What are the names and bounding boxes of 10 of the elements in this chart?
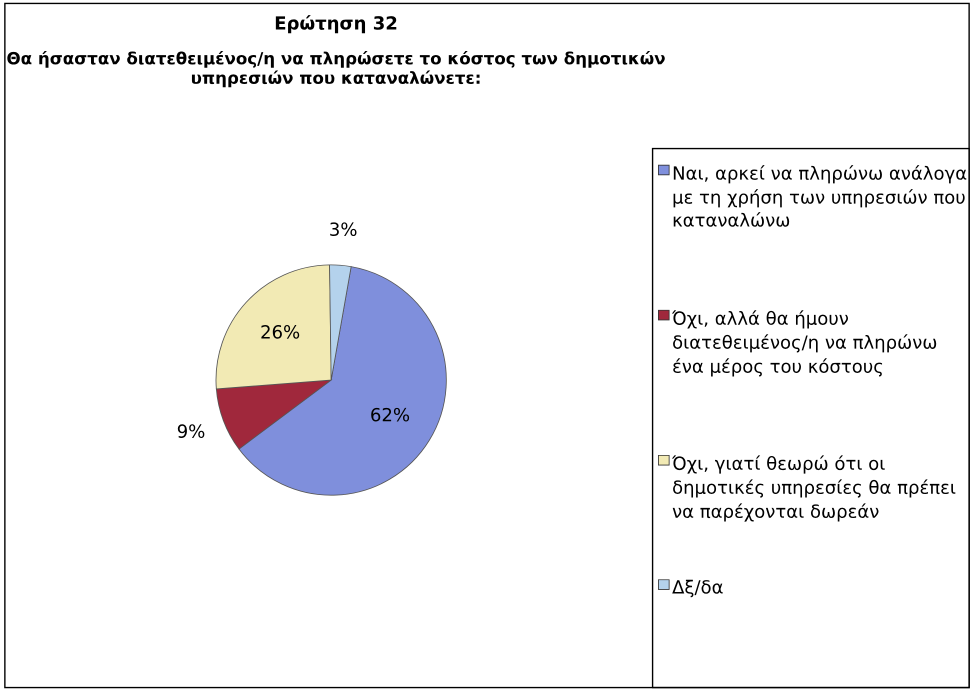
legend-label: Όχι, γιατί θεωρώ ότι οι δημοτικές υπηρεσίες θα πρέπει να παρέχονται δωρεάν	[672, 455, 956, 522]
legend-label: Ναι, αρκεί να πληρώνω ανάλογα με τη χρήση των υπηρεσιών που καταναλώνω	[674, 165, 966, 227]
data-label: 62%	[371, 408, 410, 422]
legend-label: Δξ/δα	[672, 580, 723, 598]
legend-label: Όχι, αλλά θα ήμουν διατεθειμένος/η να πληρώνω ένα μέρος του κόστους	[672, 310, 936, 376]
chart-title: Ερώτηση 32	[276, 15, 396, 34]
data-label: 26%	[261, 325, 300, 339]
data-label: 9%	[178, 424, 204, 438]
chart-subtitle: Θα ήσασταν διατεθειμένος/η να πληρώσετε το κόστος των δημοτικών υπηρεσιών που καταναλώνετε:	[7, 50, 665, 88]
data-label: 3%	[330, 222, 356, 236]
